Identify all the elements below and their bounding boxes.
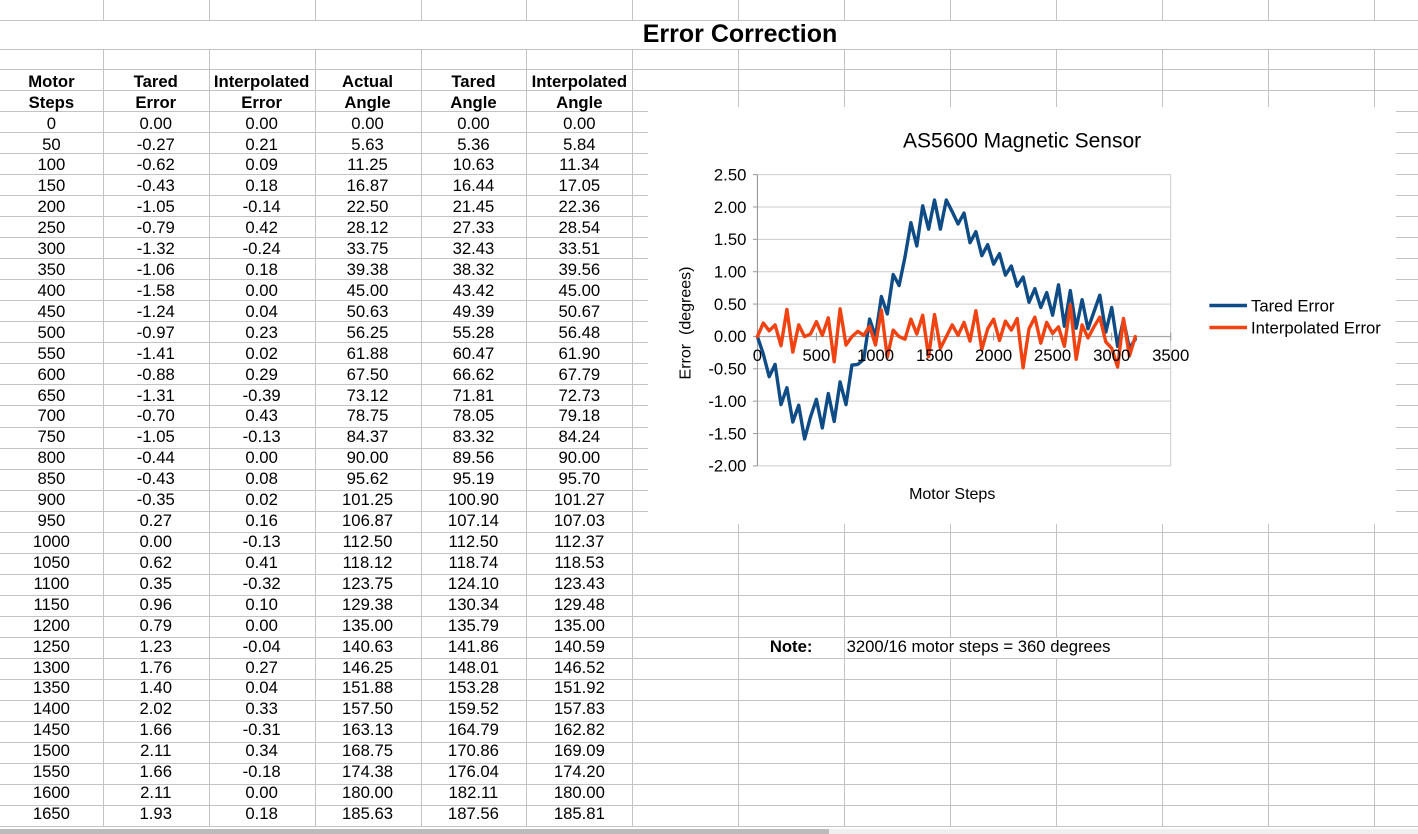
svg-text:-1.50: -1.50 (708, 425, 746, 444)
svg-text:2.50: 2.50 (714, 166, 746, 185)
svg-text:3000: 3000 (1093, 346, 1130, 365)
svg-text:1500: 1500 (916, 346, 953, 365)
svg-text:2.00: 2.00 (714, 198, 746, 217)
svg-text:500: 500 (802, 346, 830, 365)
svg-text:-1.00: -1.00 (708, 392, 746, 411)
svg-text:AS5600 Magnetic Sensor: AS5600 Magnetic Sensor (903, 130, 1141, 153)
svg-text:3500: 3500 (1152, 346, 1189, 365)
svg-text:1000: 1000 (857, 346, 894, 365)
svg-text:2500: 2500 (1034, 346, 1071, 365)
svg-text:Motor Steps: Motor Steps (909, 486, 995, 503)
svg-text:0: 0 (752, 346, 761, 365)
svg-text:2000: 2000 (975, 346, 1012, 365)
svg-text:0.00: 0.00 (714, 328, 746, 347)
svg-text:Interpolated Error: Interpolated Error (1251, 319, 1381, 338)
svg-text:Tared Error: Tared Error (1251, 297, 1335, 316)
svg-text:-0.50: -0.50 (708, 360, 746, 379)
svg-text:1.50: 1.50 (714, 231, 746, 250)
svg-text:-2.00: -2.00 (708, 457, 746, 476)
svg-text:0.50: 0.50 (714, 295, 746, 314)
svg-text:Error (degrees): Error (degrees) (677, 267, 694, 380)
svg-text:1.00: 1.00 (714, 263, 746, 282)
